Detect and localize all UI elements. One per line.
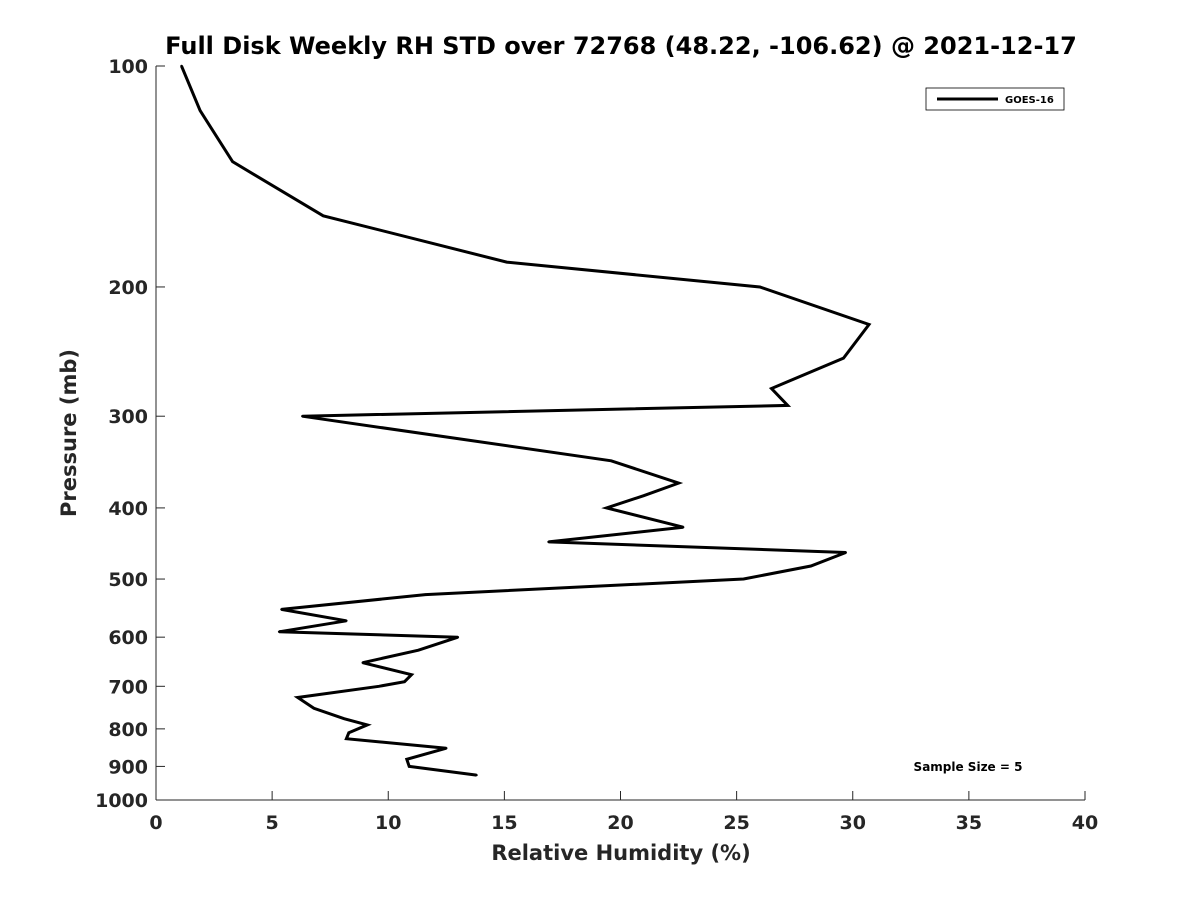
data-point: [312, 707, 316, 710]
data-point: [408, 765, 411, 768]
x-tick-label: 5: [266, 812, 279, 834]
y-tick-label: 700: [108, 676, 148, 698]
data-point: [296, 696, 299, 699]
x-tick-label: 20: [607, 812, 633, 834]
data-point: [610, 459, 613, 462]
y-tick-label: 200: [108, 277, 148, 299]
data-point: [322, 214, 325, 217]
data-point: [342, 717, 346, 720]
x-tick-label: 15: [491, 812, 517, 834]
data-point: [231, 160, 234, 163]
data-point: [345, 619, 348, 622]
y-tick-label: 800: [108, 719, 148, 741]
y-tick-label: 600: [108, 627, 148, 649]
y-axis-label: Pressure (mb): [57, 349, 81, 517]
data-point: [770, 387, 773, 390]
legend: GOES-16: [925, 87, 1065, 111]
data-point: [742, 577, 745, 581]
sample-size-annotation: Sample Size = 5: [914, 760, 1023, 774]
data-point: [786, 404, 789, 407]
data-point: [445, 747, 448, 750]
data-point: [547, 540, 550, 544]
data-point: [867, 323, 871, 326]
chart-title: Full Disk Weekly RH STD over 72768 (48.2…: [165, 32, 1077, 60]
data-point: [366, 723, 369, 727]
x-tick-label: 0: [149, 812, 162, 834]
tick-group: 0 5 10 15 20 25 30 35 40 100 200 300 400 500 600 700 800…: [95, 56, 1098, 834]
data-point: [180, 64, 183, 68]
x-tick-label: 30: [840, 812, 866, 834]
data-point: [361, 661, 364, 664]
x-tick-label: 40: [1072, 812, 1098, 834]
y-tick-label: 400: [108, 498, 148, 520]
data-point: [758, 285, 762, 289]
data-point: [505, 260, 508, 264]
data-point: [198, 109, 202, 112]
y-tick-label: 100: [108, 56, 148, 78]
data-point: [301, 415, 304, 418]
data-point: [424, 593, 427, 596]
y-tick-label: 300: [108, 406, 148, 428]
x-tick-label: 25: [723, 812, 749, 834]
y-tick-label: 1000: [95, 790, 148, 812]
data-point: [410, 673, 413, 676]
x-tick-label: 35: [956, 812, 982, 834]
data-point: [842, 356, 845, 360]
y-tick-label: 900: [108, 756, 148, 778]
data-point: [844, 551, 847, 554]
data-point: [605, 506, 608, 510]
data-point: [345, 737, 348, 740]
x-tick-label: 10: [375, 812, 401, 834]
data-point: [347, 731, 350, 734]
y-tick-label: 500: [108, 569, 148, 591]
data-point: [403, 680, 406, 683]
series-line-goes-16: [180, 65, 872, 777]
x-axis-label: Relative Humidity (%): [491, 841, 750, 865]
legend-entry: GOES-16: [1005, 95, 1054, 106]
data-point: [377, 685, 381, 688]
data-point: [405, 758, 408, 761]
data-point: [677, 481, 680, 485]
data-point: [277, 630, 281, 633]
data-point: [475, 773, 478, 777]
data-point: [642, 494, 645, 497]
data-point: [456, 636, 460, 639]
data-point: [682, 526, 685, 529]
data-point: [809, 564, 813, 568]
data-point: [417, 649, 420, 652]
data-point: [280, 608, 283, 611]
series-layer: [180, 64, 872, 777]
